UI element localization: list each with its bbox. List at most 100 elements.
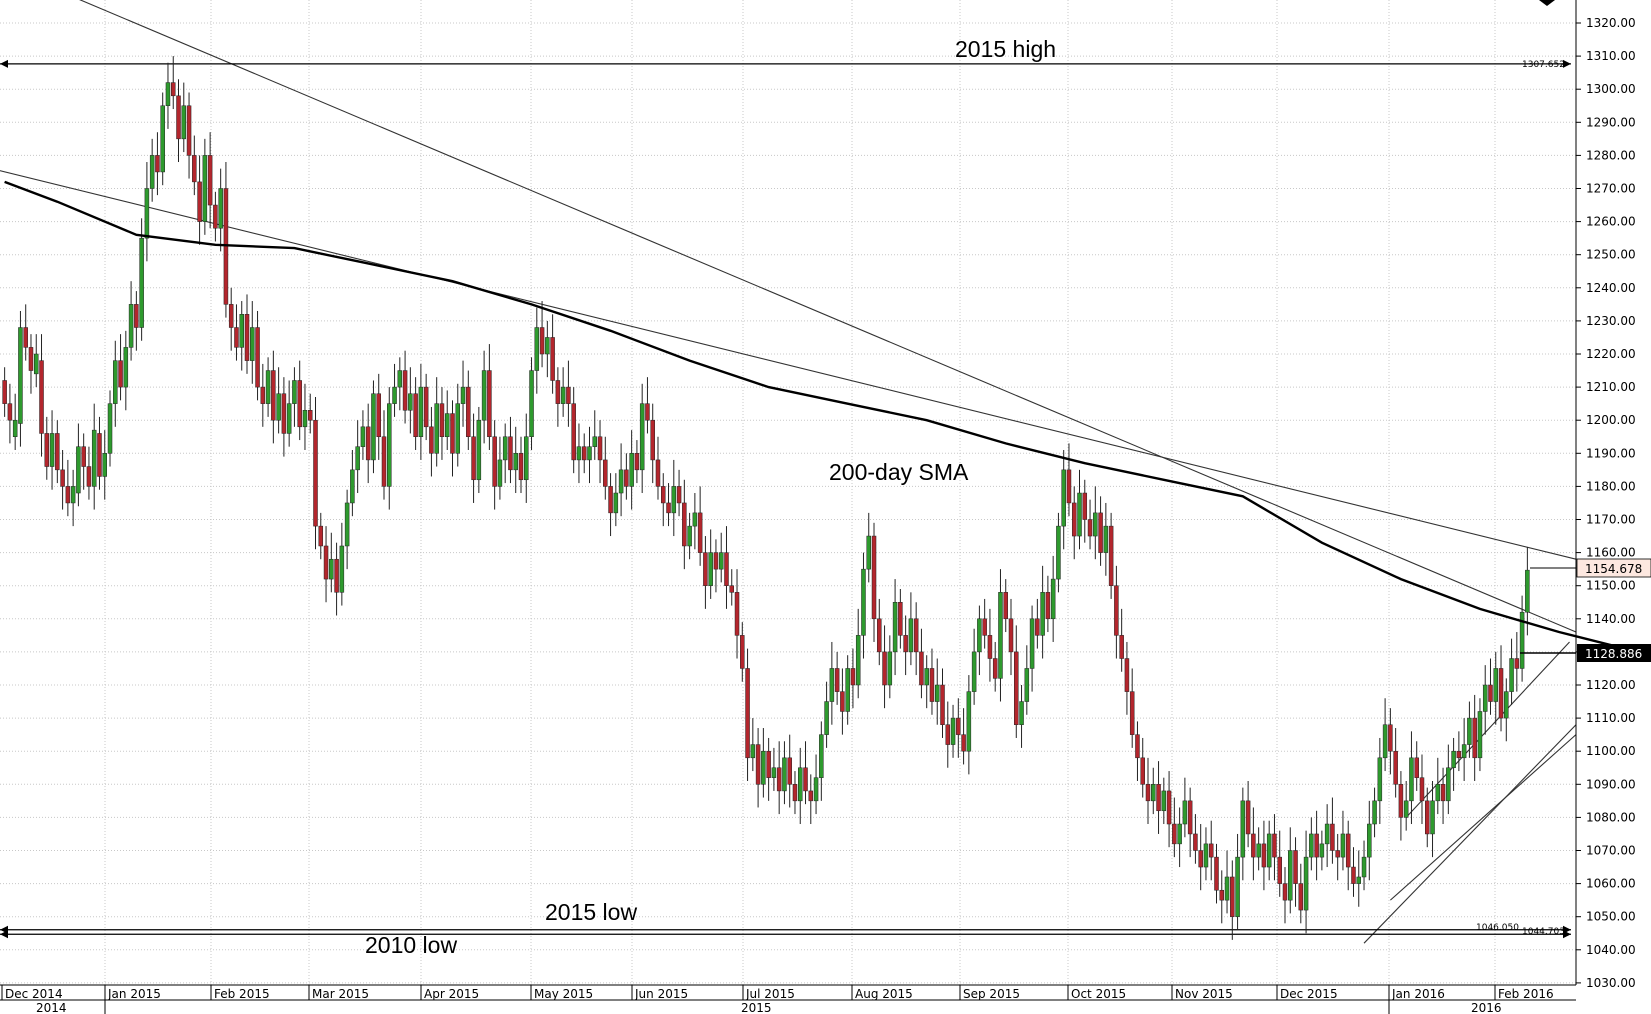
- candle-body: [571, 403, 576, 461]
- candle-body: [339, 545, 345, 593]
- y-tick-label: 1050.00: [1586, 910, 1636, 924]
- y-tick-label: 1090.00: [1586, 777, 1636, 791]
- candle-body: [1498, 668, 1504, 719]
- candle-body: [1367, 823, 1372, 858]
- candle-body: [813, 777, 819, 802]
- annotation-2010-low: 2010 low: [365, 932, 457, 958]
- trend-line: [1405, 641, 1570, 818]
- candle-body: [998, 592, 1003, 679]
- candle-body: [624, 469, 629, 487]
- label-1046-050: 1046.050: [1476, 923, 1519, 933]
- candle-body: [529, 370, 534, 437]
- candle-body: [2, 380, 7, 404]
- x-tick-label: Feb 2016: [1498, 987, 1554, 1001]
- candle-body: [1430, 800, 1435, 835]
- y-tick-label: 1310.00: [1586, 49, 1636, 63]
- candle-body: [1414, 757, 1419, 778]
- candle-body: [113, 360, 118, 404]
- candle-body: [302, 410, 308, 428]
- candle-body: [1309, 833, 1314, 858]
- candle-body: [803, 767, 808, 792]
- candle-body: [471, 436, 476, 481]
- candle-body: [255, 327, 260, 388]
- candle-body: [950, 717, 956, 745]
- candle-body: [244, 314, 250, 361]
- candle-body: [202, 155, 208, 222]
- candle-body: [234, 327, 239, 348]
- y-tick-label: 1070.00: [1586, 844, 1636, 858]
- candle-body: [1330, 823, 1335, 851]
- candle-body: [1261, 843, 1267, 868]
- candle-body: [718, 552, 724, 570]
- candle-body: [281, 393, 287, 434]
- candle-body: [134, 304, 139, 328]
- trend-line: [0, 170, 1577, 560]
- candle-body: [192, 155, 197, 183]
- candle-body: [271, 370, 276, 421]
- y-tick-label: 1040.00: [1586, 943, 1636, 957]
- candle-body: [1129, 691, 1135, 735]
- candle-body: [513, 453, 518, 471]
- candle-body: [355, 446, 360, 471]
- y-tick-label: 1170.00: [1586, 513, 1636, 527]
- y-tick-label: 1260.00: [1586, 215, 1636, 229]
- candle-body: [866, 535, 871, 570]
- candle-body: [1071, 502, 1077, 537]
- candle-body: [1504, 691, 1509, 719]
- level-arrow-right: [1563, 930, 1571, 939]
- candle-body: [734, 592, 740, 636]
- candle-body: [44, 433, 50, 467]
- candle-body: [228, 304, 234, 328]
- candle-body: [476, 419, 482, 481]
- candle-body: [1377, 757, 1383, 802]
- x-tick-label: Jul 2015: [745, 987, 795, 1001]
- candle-body: [1235, 856, 1240, 917]
- candle-body: [1425, 800, 1430, 835]
- candle-body: [1493, 668, 1499, 702]
- candle-body: [929, 668, 935, 702]
- candle-body: [581, 446, 587, 461]
- candle-body: [908, 618, 914, 653]
- candle-body: [392, 386, 397, 404]
- candle-body: [729, 585, 735, 593]
- candle-body: [444, 413, 450, 437]
- y-tick-label: 1320.00: [1586, 16, 1636, 30]
- candle-body: [545, 337, 550, 355]
- candle-body: [18, 327, 23, 424]
- candle-body: [329, 558, 334, 580]
- candle-body: [408, 393, 413, 411]
- candle-body: [1240, 800, 1246, 858]
- candle-body: [566, 386, 571, 404]
- annotation-200-day-sma: 200-day SMA: [829, 459, 969, 485]
- candle-body: [397, 370, 403, 388]
- candle-body: [1187, 800, 1193, 835]
- candle-body: [966, 691, 972, 752]
- candle-body: [1124, 658, 1130, 692]
- candle-body: [128, 304, 134, 348]
- sma-price-box: [1577, 644, 1651, 662]
- candle-body: [1440, 784, 1446, 802]
- candle-body: [1108, 525, 1114, 586]
- candle-body: [1256, 843, 1261, 858]
- x-tick-label: Feb 2015: [214, 987, 270, 1001]
- candle-body: [982, 618, 987, 636]
- top-right-marker: [1539, 0, 1555, 6]
- candle-body: [671, 486, 677, 514]
- current-price-box: [1576, 558, 1651, 578]
- candle-body: [1335, 850, 1340, 858]
- candle-body: [761, 750, 766, 785]
- candle-body: [697, 512, 703, 553]
- candle-body: [539, 327, 545, 355]
- candle-body: [1019, 701, 1024, 725]
- candle-body: [502, 436, 508, 461]
- y-tick-label: 1220.00: [1586, 347, 1636, 361]
- x-tick-label: Oct 2015: [1071, 987, 1126, 1001]
- horizontal-levels: [0, 59, 1571, 939]
- candle-body: [1514, 658, 1520, 669]
- candle-body: [1029, 618, 1035, 669]
- candle-body: [1077, 492, 1082, 537]
- candle-body: [766, 750, 771, 778]
- candle-body: [1482, 684, 1488, 712]
- y-tick-label: 1240.00: [1586, 281, 1636, 295]
